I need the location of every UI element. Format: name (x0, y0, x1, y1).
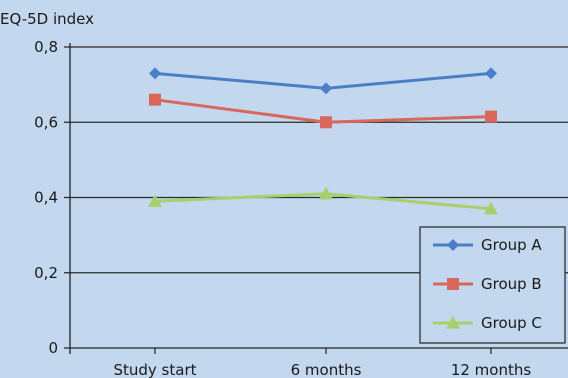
legend-marker (447, 239, 459, 251)
data-point (320, 116, 332, 129)
y-axis-label: EQ-5D index (0, 10, 94, 28)
data-point (484, 201, 498, 215)
series-group-b (149, 93, 497, 129)
legend-label: Group A (481, 236, 542, 254)
x-tick-labels: Study start 6 months 12 months (113, 361, 531, 378)
y-tick-label: 0,6 (34, 113, 58, 131)
data-point (149, 67, 161, 80)
data-point (485, 110, 497, 123)
legend-marker (447, 278, 459, 290)
legend: Group A Group B Group C (419, 226, 566, 344)
y-tick-label: 0 (48, 339, 58, 357)
y-tick-labels: 0 0,2 0,4 0,6 0,8 (34, 38, 58, 357)
legend-marker (446, 316, 460, 329)
data-point (319, 186, 333, 200)
legend-items: Group A Group B Group C (433, 236, 542, 332)
x-tick-label: Study start (113, 361, 196, 378)
data-point (485, 67, 497, 80)
x-tick-label: 6 months (291, 361, 362, 378)
y-tick-label: 0,4 (34, 189, 58, 207)
series-group-a (149, 67, 497, 95)
series-lines (148, 67, 498, 215)
y-tick-label: 0,8 (34, 38, 58, 56)
data-point (320, 82, 332, 95)
y-tick-label: 0,2 (34, 264, 58, 282)
x-tick-label: 12 months (451, 361, 532, 378)
legend-label: Group C (481, 314, 542, 332)
legend-item-group-c: Group C (433, 314, 542, 332)
legend-item-group-b: Group B (433, 275, 542, 293)
axes (64, 43, 568, 354)
data-point (149, 93, 161, 106)
legend-label: Group B (481, 275, 542, 293)
legend-item-group-a: Group A (433, 236, 542, 254)
data-point (148, 194, 162, 207)
series-group-c (148, 186, 498, 215)
